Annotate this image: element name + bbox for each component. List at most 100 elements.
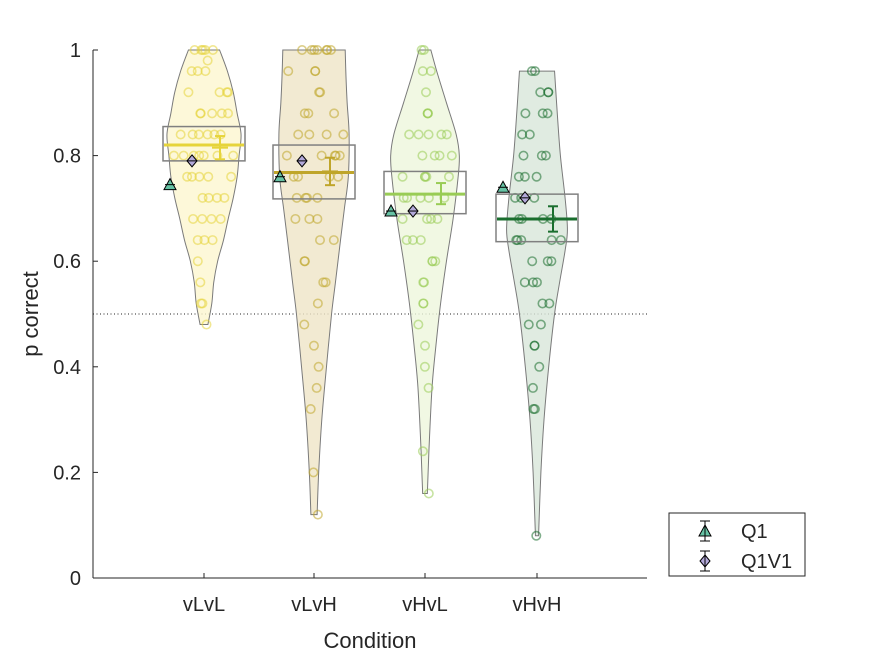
x-tick-label: vHvL [402,594,448,616]
data-point-vLvH [329,150,340,161]
data-point-vLvL [193,129,204,140]
data-point-vLvL [228,150,239,161]
data-point-vLvL [198,44,209,55]
y-tick-label: 0.8 [53,146,81,168]
data-point-vLvL [200,66,211,77]
data-point-vLvH [305,404,316,415]
data-point-vLvL [219,192,230,203]
data-point-vLvL [188,213,199,224]
data-point-vHvH [555,235,566,246]
y-tick-label: 0.2 [53,462,81,484]
y-tick-label: 1 [70,40,81,62]
data-point-vLvH [293,129,304,140]
x-axis-label: Condition [324,628,417,653]
data-point-vHvH [537,108,548,119]
data-point-vHvH [531,530,542,541]
data-point-vHvL [397,213,408,224]
data-point-vLvL [203,192,214,203]
data-point-vHvL [417,150,428,161]
data-point-vHvH [529,66,540,77]
data-point-vLvH [316,150,327,161]
data-point-vLvH [322,44,333,55]
data-point-vHvH [529,340,540,351]
data-point-vLvL [186,171,197,182]
data-point-vHvH [524,129,535,140]
data-point-vHvL [443,171,454,182]
data-point-vHvH [542,256,553,267]
data-point-vLvH [297,44,308,55]
data-point-vHvH [518,150,529,161]
data-point-vLvH [315,87,326,98]
data-point-vHvH [516,235,527,246]
data-point-vHvH [531,171,542,182]
data-point-vLvL [199,235,210,246]
data-point-vLvH [308,340,319,351]
stats-layer [162,125,579,243]
data-point-vHvH [534,361,545,372]
data-point-vHvH [513,171,524,182]
data-point-vLvH [299,108,310,119]
y-axis-label: p correct [18,271,43,357]
data-point-vLvL [206,213,217,224]
data-point-vHvL [413,129,424,140]
data-point-vHvL [417,446,428,457]
data-point-vHvH [527,256,538,267]
data-point-vHvL [413,319,424,330]
data-point-vHvL [418,277,429,288]
iqr-box-vLvH [272,144,356,200]
data-point-vLvH [309,44,320,55]
data-point-vLvL [195,277,206,288]
data-point-vHvL [404,129,415,140]
data-point-vHvL [436,129,447,140]
data-point-vLvH [315,235,326,246]
points-layer [168,44,566,541]
data-point-vHvL [432,213,443,224]
data-point-vLvL [207,108,218,119]
x-tick-label: vHvH [513,594,562,616]
iqr-box-vHvH [495,193,579,243]
data-point-vLvL [186,66,197,77]
data-point-vLvL [201,319,212,330]
data-point-vHvH [544,298,555,309]
data-point-vLvL [178,150,189,161]
data-point-vHvL [422,108,433,119]
data-point-vHvL [420,87,431,98]
axes-layer: 0 0.2 0.4 0.6 0.8 1 vLvL vLvH vHvL vHvH [53,40,647,616]
data-point-vLvL [226,171,237,182]
data-point-vHvH [531,277,542,288]
data-point-vLvH [299,256,310,267]
data-point-vHvH [520,108,531,119]
data-point-vLvH [338,129,349,140]
data-point-vLvH [310,66,321,77]
data-point-vHvH [526,66,537,77]
data-point-vHvH [535,319,546,330]
data-point-vHvL [419,361,430,372]
data-point-vLvH [283,66,294,77]
x-tick-label: vLvH [291,594,337,616]
data-point-vLvH [303,108,314,119]
data-point-vLvL [182,171,193,182]
data-point-vHvL [418,298,429,309]
data-point-vHvH [536,150,547,161]
data-point-vLvH [334,150,345,161]
data-point-vLvH [304,129,315,140]
iqr-box-vHvL [383,170,467,215]
data-point-vHvH [519,171,530,182]
data-point-vHvL [425,66,436,77]
data-point-vHvL [419,171,430,182]
data-point-vHvH [540,150,551,161]
data-point-vLvL [194,150,205,161]
data-point-vLvH [312,192,323,203]
data-point-vLvH [301,192,312,203]
data-point-vLvH [308,467,319,478]
data-point-vHvL [429,150,440,161]
data-point-vLvH [312,298,323,309]
y-tick-label: 0.4 [53,357,81,379]
y-tick-label: 0 [70,568,81,590]
legend-label: Q1 [741,521,768,543]
data-point-vLvL [195,108,206,119]
data-point-vHvL [407,235,418,246]
data-point-vHvL [422,213,433,224]
